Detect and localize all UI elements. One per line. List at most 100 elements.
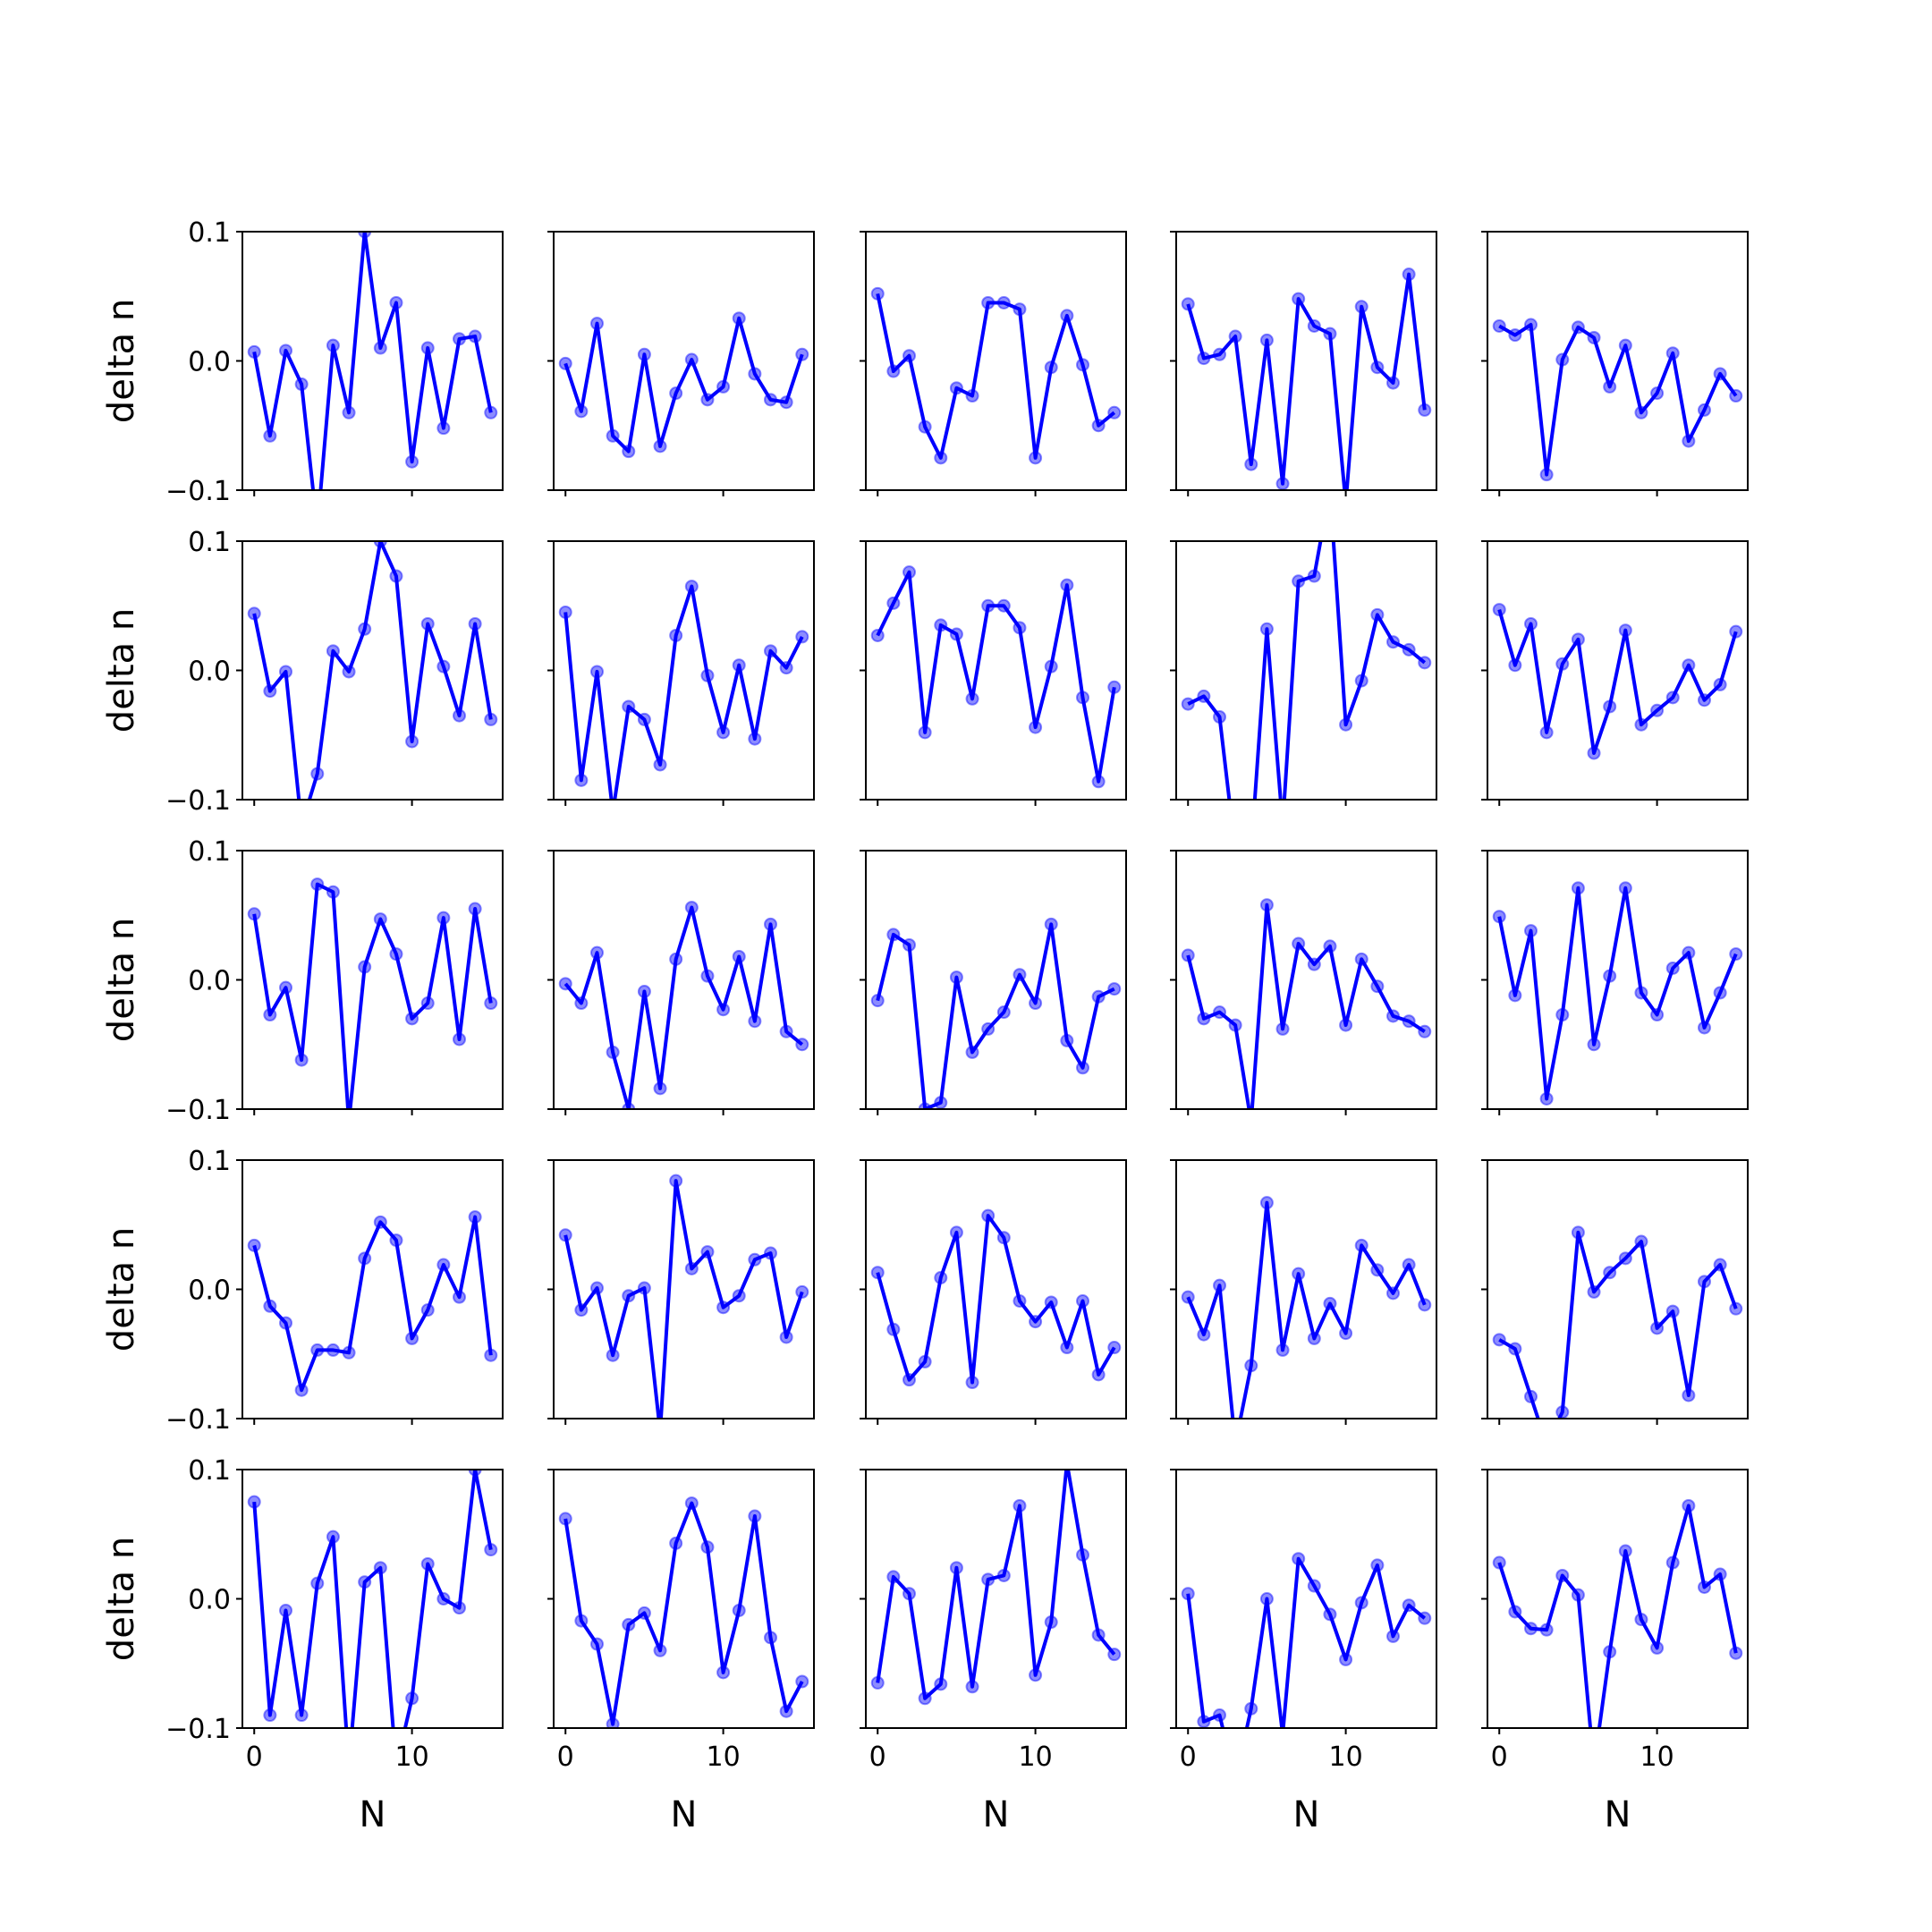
data-point [574, 404, 589, 419]
data-point [1386, 1009, 1400, 1023]
subplot: 0 10N [1170, 1469, 1437, 1835]
data-point [1418, 1024, 1432, 1038]
data-point [1029, 451, 1043, 465]
y-axis-label: delta n [101, 1227, 142, 1352]
data-point [1386, 1629, 1400, 1643]
data-point [870, 286, 885, 301]
y-tick-label: 0.0 [188, 657, 231, 688]
data-point [1044, 1615, 1058, 1630]
data-point [1713, 1258, 1727, 1272]
data-point [949, 970, 963, 985]
data-line [1186, 1200, 1427, 1419]
data-point [1076, 1294, 1089, 1309]
data-point [779, 395, 793, 410]
data-point [653, 1643, 667, 1657]
data-point [902, 937, 916, 952]
data-point [1634, 405, 1648, 419]
data-point [669, 628, 683, 642]
data-point [1665, 1555, 1680, 1570]
data-point [965, 1045, 979, 1059]
data-point [326, 644, 340, 658]
data-point [1354, 1238, 1368, 1252]
data-point [764, 644, 777, 658]
data-point [1091, 419, 1106, 433]
x-axis-label: N [1605, 1794, 1631, 1835]
data-point [1029, 720, 1043, 734]
plot-area [870, 1470, 1122, 1706]
data-point [1354, 952, 1368, 966]
data-point [1492, 318, 1506, 333]
data-point [574, 773, 589, 787]
data-point [981, 1021, 996, 1036]
data-point [606, 428, 620, 443]
data-point [1076, 358, 1089, 372]
data-point [405, 1012, 419, 1026]
x-axis-label: N [983, 1794, 1010, 1835]
data-point [1354, 300, 1368, 314]
data-point [1275, 1343, 1290, 1357]
subplot [1170, 231, 1437, 496]
data-point [247, 1495, 261, 1509]
data-point [279, 980, 292, 995]
data-point [981, 1208, 996, 1223]
y-tick-label: −0.1 [165, 785, 231, 817]
subplot [1170, 850, 1437, 1115]
data-point [748, 732, 762, 746]
data-point [1307, 318, 1321, 333]
data-point [1339, 1652, 1353, 1666]
plot-area [1181, 898, 1432, 1109]
data-point [1713, 986, 1727, 1000]
data-line [876, 570, 1116, 784]
data-point [1275, 477, 1290, 490]
data-point [1323, 1296, 1337, 1310]
plot-area [1492, 603, 1743, 760]
subplot [1170, 1159, 1437, 1425]
data-point [247, 1238, 261, 1252]
data-point [1402, 267, 1416, 282]
data-point [1370, 1263, 1385, 1277]
subplot: 0 10N [547, 1469, 815, 1835]
data-point [1259, 333, 1274, 347]
data-point [1386, 635, 1400, 649]
data-point [700, 393, 715, 407]
data-point [436, 1592, 451, 1606]
data-point [1307, 1579, 1321, 1593]
y-axis-label: delta n [101, 608, 142, 733]
data-point [574, 1614, 589, 1628]
data-point [1339, 1326, 1353, 1341]
data-point [1555, 1405, 1570, 1419]
data-point [1682, 658, 1696, 673]
data-point [1213, 1708, 1226, 1723]
subplot: −0.1 0.0 0.1 delta n [101, 217, 504, 507]
data-point [1197, 352, 1211, 366]
data-point [1555, 1568, 1570, 1582]
data-point [590, 665, 604, 679]
data-point [934, 1096, 948, 1109]
data-point [1555, 352, 1570, 367]
data-point [1259, 622, 1274, 636]
data-point [1571, 1225, 1585, 1240]
data-point [1729, 947, 1743, 962]
data-point [310, 767, 325, 781]
data-point [622, 1617, 636, 1631]
data-point [1634, 717, 1648, 732]
data-point [1492, 1333, 1506, 1347]
data-point [1418, 1611, 1432, 1625]
data-point [981, 598, 996, 613]
data-point [1076, 1061, 1089, 1075]
data-point [1603, 379, 1617, 394]
data-point [1060, 1341, 1074, 1355]
data-point [1492, 910, 1506, 924]
data-point [1013, 621, 1027, 635]
x-tick-label: 10 [1328, 1741, 1362, 1773]
data-point [1571, 320, 1585, 335]
y-tick-label: −0.1 [165, 1714, 231, 1745]
data-point [684, 1496, 699, 1511]
data-point [590, 317, 604, 331]
data-point [669, 1174, 683, 1188]
data-point [700, 1245, 715, 1259]
data-point [1418, 656, 1432, 670]
data-point [279, 343, 292, 358]
data-point [981, 295, 996, 309]
data-point [358, 960, 372, 974]
